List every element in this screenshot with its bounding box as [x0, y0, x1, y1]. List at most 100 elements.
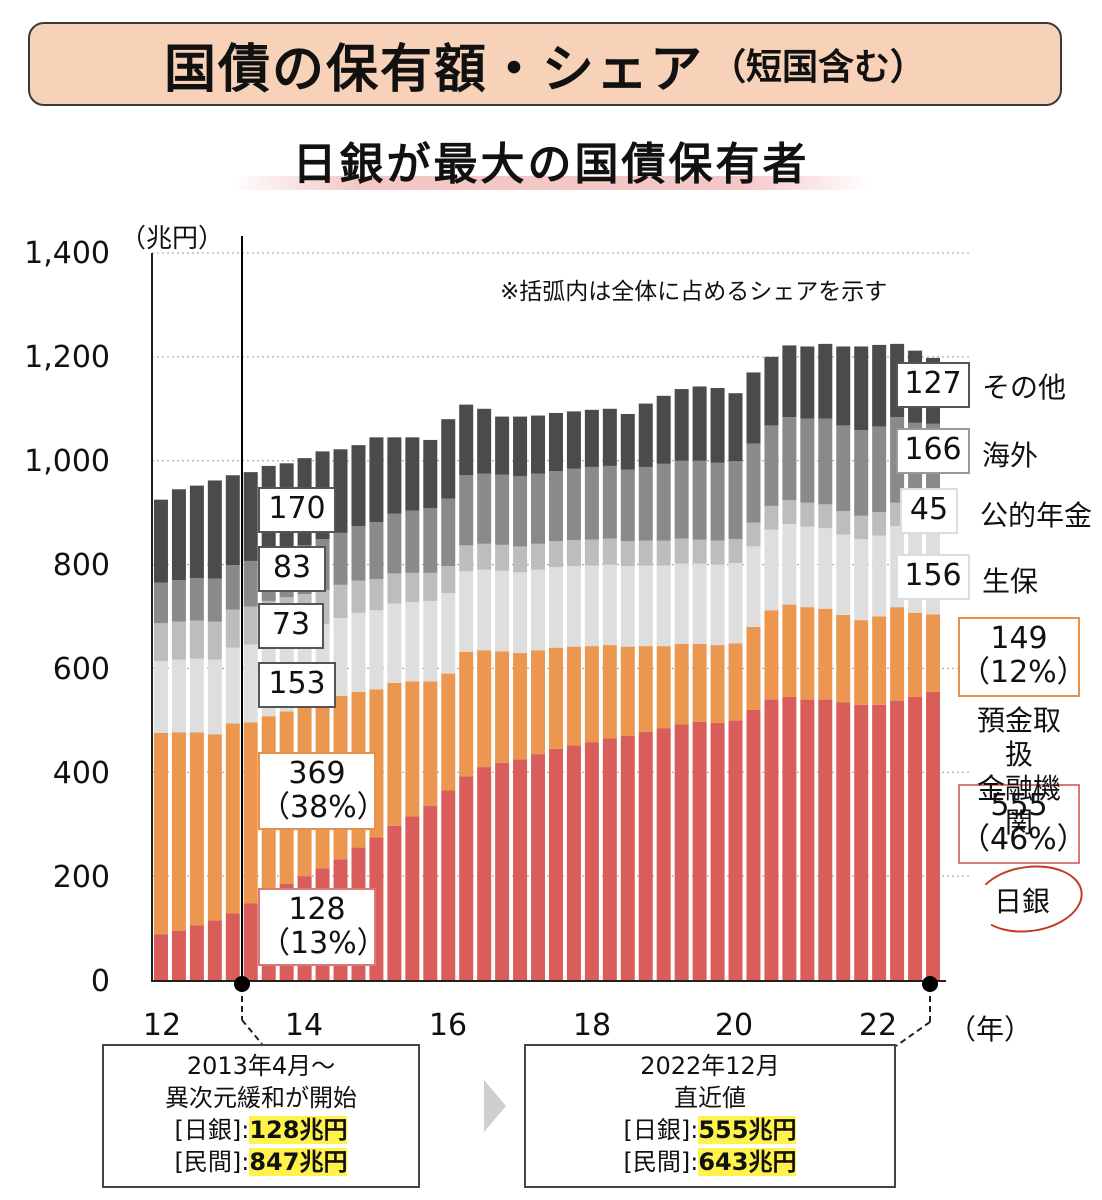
category-bank-line1: 預金取扱 — [976, 704, 1061, 771]
y-tick-label: 1,200 — [24, 340, 110, 375]
bar-segment-foreign — [872, 426, 887, 513]
bar-segment-gpif — [405, 572, 420, 602]
bar-segment-life — [800, 526, 815, 608]
bar-segment-bank — [710, 645, 725, 723]
bar-segment-life — [513, 572, 528, 653]
bar-segment-life — [602, 564, 617, 646]
bar-segment-life — [225, 647, 240, 724]
y-tick-label: 800 — [52, 548, 110, 583]
bar-segment-gpif — [710, 540, 725, 565]
bar-segment-other — [495, 416, 510, 475]
info-2013-date: 2013年4月～ — [186, 1052, 336, 1080]
label-2022-bank-share: （12%） — [960, 655, 1087, 690]
bar-segment-other — [764, 356, 779, 426]
label-2022-bank-value: 149 — [990, 621, 1048, 656]
label-2022-boj-value: 555 — [990, 788, 1048, 823]
bar-segment-gpif — [548, 541, 563, 568]
bar-segment-foreign — [513, 476, 528, 547]
bar-segment-life — [477, 569, 492, 651]
label-2022-other: 127 — [896, 362, 970, 408]
bar-segment-other — [441, 419, 456, 499]
bar-segment-foreign — [333, 532, 348, 585]
bar-segment-bank — [405, 681, 420, 817]
y-tick-label: 600 — [52, 652, 110, 687]
x-tick-label: 12 — [142, 1008, 182, 1043]
info-box-2013: 2013年4月～ 異次元緩和が開始 [日銀]:128兆円 [民間]:847兆円 — [102, 1044, 420, 1188]
bar-segment-bank — [495, 651, 510, 763]
bar-segment-boj — [800, 699, 815, 980]
bar-segment-bank — [459, 651, 474, 777]
info-box-2022: 2022年12月 直近値 [日銀]:555兆円 [民間]:643兆円 — [524, 1044, 896, 1188]
bar-segment-life — [243, 644, 258, 723]
bar-segment-bank — [548, 647, 563, 749]
share-note: ※括弧内は全体に占めるシェアを示す — [500, 279, 888, 305]
bar-segment-foreign — [171, 580, 186, 622]
bar-segment-gpif — [423, 572, 438, 601]
axes — [151, 236, 946, 1047]
bar-segment-other — [854, 346, 869, 431]
bar-segment-boj — [602, 738, 617, 980]
info-2022-boj-value: 555兆円 — [698, 1116, 797, 1144]
bar-segment-foreign — [495, 474, 510, 545]
bar-segment-other — [387, 437, 402, 514]
bar-segment-foreign — [387, 513, 402, 574]
bar-segment-other — [746, 372, 761, 444]
bar-segment-life — [189, 658, 204, 733]
chart-title-sub: （短国含む） — [710, 47, 927, 88]
bar-segment-bank — [800, 607, 815, 700]
bar-segment-gpif — [513, 546, 528, 573]
bar-segment-other — [513, 416, 528, 477]
bar-segment-other — [459, 404, 474, 476]
bar-segment-gpif — [602, 538, 617, 565]
info-2022-private: [民間]:643兆円 — [623, 1148, 797, 1176]
bar-segment-bank — [387, 682, 402, 826]
bar-segment-foreign — [638, 466, 653, 541]
bar-segment-life — [782, 524, 797, 605]
bar-segment-foreign — [441, 498, 456, 567]
bar-segment-gpif — [674, 538, 689, 564]
bar-segment-foreign — [620, 469, 635, 542]
bar-segment-foreign — [836, 425, 851, 512]
bar-segment-life — [638, 565, 653, 647]
bar-segment-gpif — [495, 544, 510, 571]
bar-segment-life — [764, 529, 779, 611]
bar-segment-gpif — [153, 623, 168, 662]
bar-segment-boj — [746, 709, 761, 980]
bar-segment-life — [872, 535, 887, 617]
label-2013-foreign: 83 — [258, 546, 326, 592]
bar-segment-life — [584, 565, 599, 647]
bar-segment-life — [405, 601, 420, 682]
bar-segment-foreign — [531, 473, 546, 544]
bar-segment-foreign — [692, 460, 707, 540]
category-boj: 日銀 — [994, 885, 1051, 918]
bar-segment-other — [710, 388, 725, 463]
bar-segment-other — [548, 412, 563, 472]
bar-segment-boj — [872, 704, 887, 980]
bar-segment-life — [495, 570, 510, 652]
bar-segment-gpif — [728, 539, 743, 564]
info-2022-private-value: 643兆円 — [698, 1148, 797, 1176]
info-2022-event: 直近値 — [674, 1084, 746, 1112]
label-2013-gpif: 73 — [258, 603, 324, 649]
bar-segment-life — [548, 567, 563, 648]
connector-2013-diag — [241, 1019, 263, 1045]
bar-segment-foreign — [207, 578, 222, 622]
bar-segment-bank — [207, 734, 222, 921]
bar-segment-life — [728, 563, 743, 644]
bar-segment-other — [638, 403, 653, 467]
bar-segment-bank — [531, 650, 546, 755]
bar-segment-boj — [153, 934, 168, 980]
label-2022-boj: 555 （46%） — [958, 784, 1087, 864]
bar-segment-other — [674, 389, 689, 461]
bar-segment-other — [333, 449, 348, 533]
info-2013-boj: [日銀]:128兆円 — [174, 1116, 348, 1144]
bar-segment-life — [531, 569, 546, 651]
bar-segment-bank — [746, 626, 761, 710]
bar-segment-foreign — [764, 425, 779, 506]
bar-segment-boj — [387, 825, 402, 980]
bar-segment-other — [800, 346, 815, 419]
bar-segment-bank — [836, 614, 851, 703]
bar-segment-bank — [423, 681, 438, 807]
bar-segment-foreign — [566, 468, 581, 541]
bar-segment-other — [656, 395, 671, 464]
